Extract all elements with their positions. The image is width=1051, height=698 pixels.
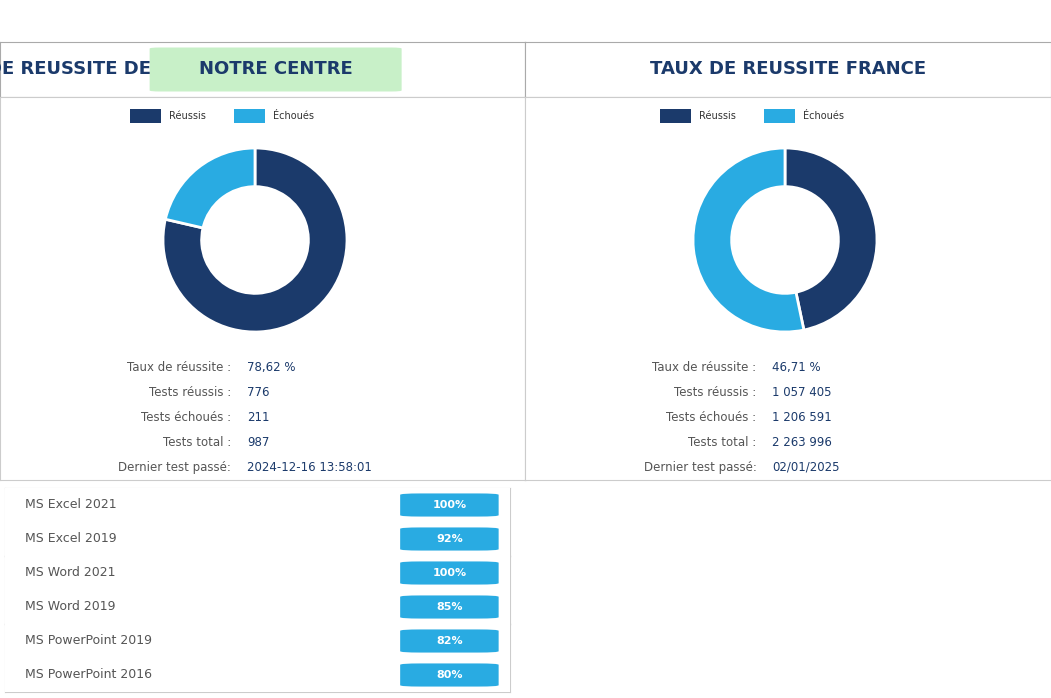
Text: Dernier test passé:: Dernier test passé: [643, 461, 757, 474]
Text: 46,71 %: 46,71 % [772, 361, 821, 374]
Text: Taux de réussite :: Taux de réussite : [127, 361, 231, 374]
Text: 987: 987 [247, 436, 269, 449]
Text: Tests réussis :: Tests réussis : [674, 386, 757, 399]
Text: TAUX DE REUSSITE FRANCE: TAUX DE REUSSITE FRANCE [650, 61, 926, 78]
Text: TAUX DE REUSSITE DE: TAUX DE REUSSITE DE [0, 61, 158, 78]
Text: Dernier test passé:: Dernier test passé: [118, 461, 231, 474]
Text: MS Excel 2019: MS Excel 2019 [25, 533, 117, 546]
Text: MS Excel 2021: MS Excel 2021 [25, 498, 117, 512]
Text: 02/01/2025: 02/01/2025 [772, 461, 840, 474]
Bar [764, 110, 796, 123]
Text: Tests total :: Tests total : [163, 436, 231, 449]
Text: 85%: 85% [436, 602, 462, 612]
Text: 776: 776 [247, 386, 269, 399]
Text: Tests total :: Tests total : [688, 436, 757, 449]
Wedge shape [693, 148, 804, 332]
Text: MS PowerPoint 2019: MS PowerPoint 2019 [25, 634, 152, 648]
Text: Tests échoués :: Tests échoués : [666, 411, 757, 424]
Text: Taux de réussite :: Taux de réussite : [653, 361, 757, 374]
Text: 80%: 80% [436, 670, 462, 680]
Text: NOTRE CENTRE: NOTRE CENTRE [199, 61, 352, 78]
Text: Tests échoués :: Tests échoués : [141, 411, 231, 424]
Text: MS Word 2019: MS Word 2019 [25, 600, 116, 614]
Wedge shape [165, 148, 255, 228]
Wedge shape [163, 148, 347, 332]
Wedge shape [785, 148, 877, 330]
Text: Échoués: Échoués [803, 111, 844, 121]
Text: Échoués: Échoués [273, 111, 314, 121]
Text: 82%: 82% [436, 636, 462, 646]
Text: TAUX DE REUSSITE DES TESTS BUREAUTIQUE ICDL: TAUX DE REUSSITE DES TESTS BUREAUTIQUE I… [232, 11, 819, 31]
Text: Tests réussis :: Tests réussis : [149, 386, 231, 399]
Text: 211: 211 [247, 411, 269, 424]
Bar [660, 110, 692, 123]
Text: 100%: 100% [432, 568, 467, 578]
Bar [234, 110, 265, 123]
Text: MS Word 2021: MS Word 2021 [25, 567, 116, 579]
Text: MS PowerPoint 2016: MS PowerPoint 2016 [25, 669, 152, 681]
Text: Réussis: Réussis [699, 111, 736, 121]
FancyBboxPatch shape [400, 528, 498, 551]
FancyBboxPatch shape [400, 493, 498, 517]
FancyBboxPatch shape [400, 630, 498, 653]
Text: 1 057 405: 1 057 405 [772, 386, 831, 399]
FancyBboxPatch shape [400, 663, 498, 687]
FancyBboxPatch shape [400, 595, 498, 618]
Text: Réussis: Réussis [169, 111, 206, 121]
Text: 92%: 92% [436, 534, 462, 544]
FancyBboxPatch shape [149, 47, 401, 91]
Text: 2024-12-16 13:58:01: 2024-12-16 13:58:01 [247, 461, 372, 474]
Text: 2 263 996: 2 263 996 [772, 436, 832, 449]
Text: 100%: 100% [432, 500, 467, 510]
Text: 78,62 %: 78,62 % [247, 361, 295, 374]
FancyBboxPatch shape [400, 561, 498, 584]
Bar [130, 110, 161, 123]
Text: 1 206 591: 1 206 591 [772, 411, 832, 424]
